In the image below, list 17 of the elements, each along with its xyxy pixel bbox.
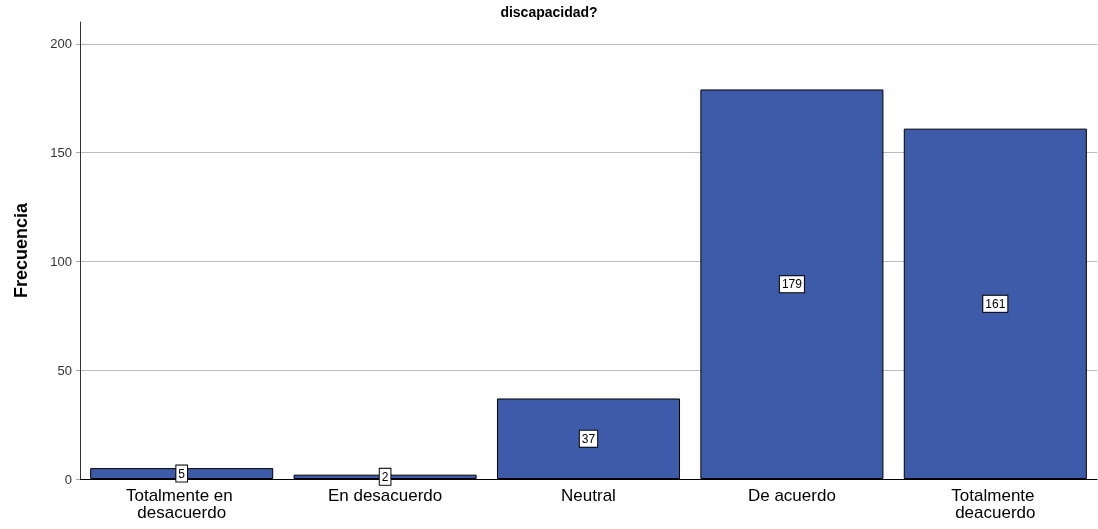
data-label: 5 xyxy=(178,466,186,481)
x-tick-label: En desacuerdo xyxy=(327,486,443,505)
y-tick-label: 200 xyxy=(50,36,72,52)
y-tick-label: 100 xyxy=(50,253,72,269)
x-tick-label: De acuerdo xyxy=(747,486,836,505)
data-label: 37 xyxy=(581,431,596,446)
x-tick-label: Totalmente en desacuerdo xyxy=(125,486,238,522)
data-label: 2 xyxy=(381,469,389,484)
y-tick-label: 0 xyxy=(64,471,72,487)
y-tick-label: 150 xyxy=(50,145,72,161)
data-label: 161 xyxy=(985,296,1006,311)
y-axis-title: Frecuencia xyxy=(11,201,31,299)
x-tick-label: Totalmente deacuerdo xyxy=(951,486,1040,522)
y-tick-label: 50 xyxy=(57,362,72,378)
x-tick-label: Neutral xyxy=(561,486,616,505)
data-label: 179 xyxy=(781,277,803,292)
chart-title: discapacidad? xyxy=(500,4,598,20)
